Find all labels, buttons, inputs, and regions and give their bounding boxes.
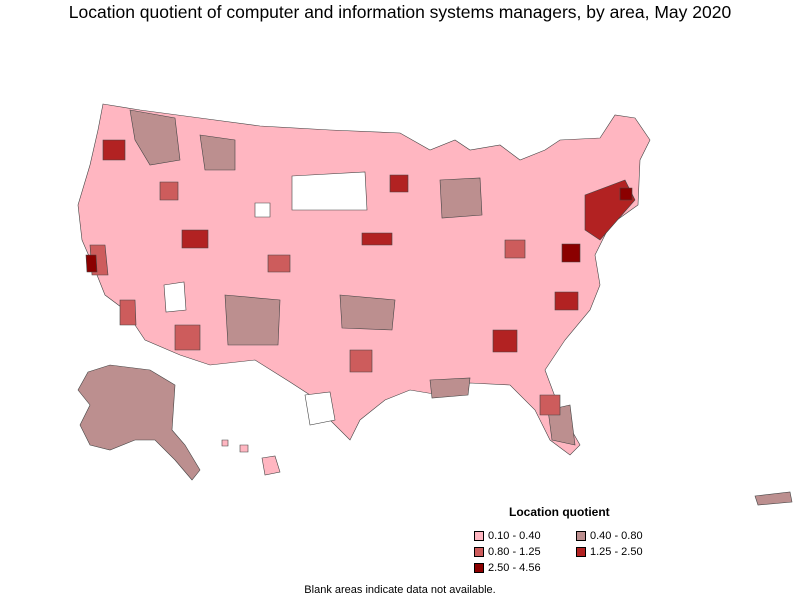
region-kansas-city xyxy=(361,232,393,246)
region-great-lakes xyxy=(439,177,483,219)
map-title: Location quotient of computer and inform… xyxy=(68,2,732,22)
region-atlanta xyxy=(492,329,518,353)
region-colorado-springs xyxy=(267,254,291,273)
legend-item-5: 2.50 - 4.56 xyxy=(474,562,541,574)
region-boston xyxy=(619,187,633,201)
region-minneapolis xyxy=(389,174,409,193)
region-wyoming-central xyxy=(199,134,236,171)
legend-label-5: 2.50 - 4.56 xyxy=(488,562,541,574)
region-raleigh xyxy=(554,291,579,311)
legend-label-3: 0.80 - 1.25 xyxy=(488,546,541,558)
region-puerto-rico xyxy=(754,491,793,506)
legend-item-1: 0.10 - 0.40 xyxy=(474,530,541,542)
legend-label-4: 1.25 - 2.50 xyxy=(590,546,643,558)
region-san-jose xyxy=(85,254,98,273)
legend-title: Location quotient xyxy=(509,505,610,519)
region-denver xyxy=(181,229,209,249)
legend-swatch-3 xyxy=(474,547,484,557)
region-gulf-coast xyxy=(429,377,471,399)
region-no-data-dakotas xyxy=(291,171,368,211)
region-hawaii-1 xyxy=(221,439,229,447)
footnote: Blank areas indicate data not available. xyxy=(304,584,496,596)
region-alaska xyxy=(77,364,201,481)
region-seattle xyxy=(102,139,126,161)
region-phoenix xyxy=(174,324,201,351)
region-dallas xyxy=(349,349,373,373)
region-boise xyxy=(159,181,179,201)
region-washington-dc xyxy=(561,243,581,263)
legend-item-4: 1.25 - 2.50 xyxy=(576,546,643,558)
region-no-data-nevada xyxy=(163,281,187,313)
legend-swatch-5 xyxy=(474,563,484,573)
region-no-data-utah xyxy=(254,202,271,218)
legend-swatch-1 xyxy=(474,531,484,541)
legend-item-3: 0.80 - 1.25 xyxy=(474,546,541,558)
region-no-data-texas xyxy=(304,391,336,426)
legend-item-2: 0.40 - 0.80 xyxy=(576,530,643,542)
region-new-mexico xyxy=(224,294,281,346)
legend-swatch-4 xyxy=(576,547,586,557)
region-ohio xyxy=(504,239,526,259)
region-hawaii-3 xyxy=(261,455,281,476)
region-florida-gulf xyxy=(539,394,561,416)
legend-swatch-2 xyxy=(576,531,586,541)
legend-label-1: 0.10 - 0.40 xyxy=(488,530,541,542)
region-southern-california xyxy=(119,299,137,326)
region-montana-idaho xyxy=(129,109,181,166)
legend-label-2: 0.40 - 0.80 xyxy=(590,530,643,542)
region-oklahoma xyxy=(339,294,396,331)
region-hawaii-2 xyxy=(239,444,249,453)
